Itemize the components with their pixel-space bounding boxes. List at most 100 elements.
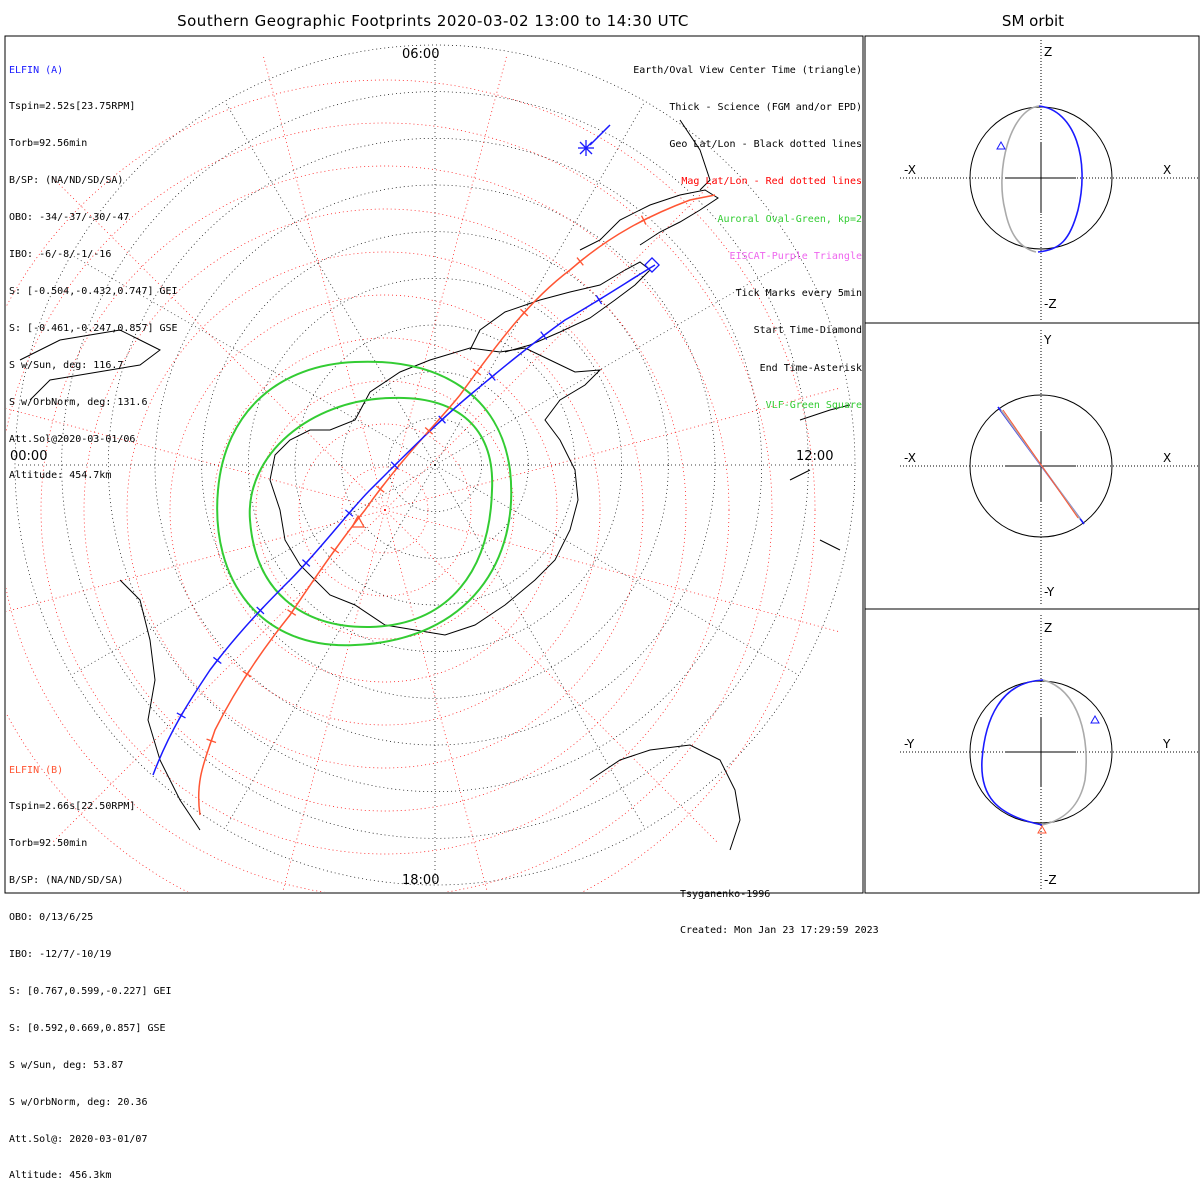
geo-grid: [14, 44, 856, 886]
track-tick: [487, 372, 497, 381]
mlt-label-right: 12:00: [796, 449, 833, 464]
page-title: Southern Geographic Footprints 2020-03-0…: [177, 12, 689, 30]
mag-lat-circle: [40, 165, 730, 855]
elfin-b-line: S: [0.767,0.599,-0.227] GEI: [9, 985, 172, 997]
legend-item: VLF-Green Square: [765, 399, 862, 411]
markers: [350, 140, 660, 528]
sm2-right-label: X: [1163, 451, 1171, 465]
south-america-coast: [579, 189, 719, 251]
geo-lon-line: [224, 464, 436, 829]
elfin-a-line: S: [-0.461,-0.247,0.857] GSE: [9, 322, 178, 334]
elfin-b-line: S: [0.592,0.669,0.857] GSE: [9, 1022, 166, 1034]
geo-lat-circle: [387, 417, 483, 513]
geo-lat-circle: [201, 231, 669, 699]
legend-item: Auroral Oval-Green, kp=2: [717, 213, 863, 225]
legend-item: End Time-Asterisk: [759, 362, 862, 374]
mag-lon-line: [384, 509, 488, 892]
footprint-tracks: [152, 124, 716, 816]
legend-item: Geo Lat/Lon - Black dotted lines: [669, 139, 862, 151]
credits: Tsyganenko-1996 Created: Mon Jan 23 17:2…: [680, 865, 879, 949]
elfin-a-track: [152, 264, 656, 776]
elfin-a-line: Tspin=2.52s[23.75RPM]: [9, 101, 136, 113]
mag-lat-circle: [6, 122, 773, 892]
track-tick: [425, 426, 433, 436]
auroral-oval-outer: [216, 360, 513, 647]
track-tick: [638, 217, 649, 223]
track-tick: [288, 608, 295, 618]
mag-lat-circle: [255, 380, 515, 640]
legend-item: Earth/Oval View Center Time (triangle): [633, 64, 862, 76]
track-tick: [594, 296, 604, 303]
elfin-a-track-end: [589, 124, 611, 146]
elfin-b-title: ELFIN (B): [9, 764, 64, 776]
track-tick: [473, 367, 481, 377]
mag-lon-line: [6, 509, 386, 612]
track-tick: [520, 308, 528, 317]
mag-lat-circle: [298, 423, 472, 597]
sm-panel-3: [900, 615, 1199, 890]
created-timestamp: Created: Mon Jan 23 17:29:59 2023: [680, 925, 879, 936]
mag-lon-line: [282, 509, 386, 892]
track-tick: [243, 669, 251, 679]
elfin-b-line: Torb=92.50min: [9, 838, 88, 850]
track-tick: [345, 508, 353, 518]
model-label: Tsyganenko-1996: [680, 889, 771, 900]
elfin-a-end-asterisk: [578, 140, 594, 156]
elfin-a-line: S: [-0.504,-0.432,0.747] GEI: [9, 285, 178, 297]
elfin-a-ticks: [176, 295, 604, 721]
sm-panel-1: [900, 40, 1199, 320]
auroral-oval-inner: [248, 396, 494, 629]
sm-panel-1-markers: [996, 140, 1006, 150]
africa-coast: [19, 329, 161, 401]
mlt-label-top: 06:00: [402, 47, 439, 62]
mlt-label-bottom: 18:00: [402, 873, 439, 888]
mag-lat-circle: [126, 251, 644, 769]
legend: Earth/Oval View Center Time (triangle) T…: [633, 40, 862, 425]
elfin-b-line: S w/Sun, deg: 53.87: [9, 1059, 124, 1071]
geo-lat-circle: [14, 44, 856, 886]
track-tick: [376, 484, 384, 494]
geo-lat-circle: [61, 91, 809, 839]
africa-tip: [679, 119, 711, 191]
sm3-bottom-label: -Z: [1044, 873, 1057, 887]
elfin-a-title: ELFIN (A): [9, 64, 64, 76]
sm3-right-label: Y: [1162, 737, 1171, 751]
track-tick: [575, 257, 585, 266]
elfin-b-ticks: [206, 215, 649, 746]
track-tick: [390, 461, 399, 470]
elfin-b-line: Att.Sol@: 2020-03-01/07: [9, 1133, 148, 1145]
track-tick: [331, 545, 339, 555]
sm-panel-2: [900, 330, 1199, 605]
mlt-label-left: 00:00: [10, 449, 47, 464]
legend-item: Thick - Science (FGM and/or EPD): [669, 102, 862, 114]
elfin-b-line: Tspin=2.66s[22.50RPM]: [9, 801, 136, 813]
mag-lon-line: [384, 509, 718, 843]
geo-lat-circle: [107, 137, 763, 793]
sm1-right-label: X: [1163, 163, 1171, 177]
antarctica-coast: [269, 347, 602, 636]
elfin-b-line: Altitude: 456.3km: [9, 1170, 112, 1182]
elfin-b-line: OBO: 0/13/6/25: [9, 912, 94, 924]
sm1-bottom-label: -Z: [1044, 297, 1057, 311]
sm2-top-label: Y: [1043, 333, 1052, 347]
geo-lon-line: [434, 464, 646, 829]
indian-islands: [789, 404, 851, 551]
sm-orbit-title: SM orbit: [1001, 12, 1065, 30]
sm3-top-label: Z: [1044, 621, 1052, 635]
sm3-left-label: -Y: [904, 737, 915, 751]
mag-grid: [6, 55, 840, 892]
elfin-a-info: ELFIN (A) Tspin=2.52s[23.75RPM] Torb=92.…: [9, 40, 178, 495]
mag-lon-line: [384, 55, 507, 511]
sm2-left-label: -X: [904, 451, 916, 465]
mag-lat-circle: [169, 294, 601, 726]
elfin-a-start-diamond: [644, 257, 660, 273]
legend-item: Start Time-Diamond: [753, 325, 862, 337]
sm1-top-label: Z: [1044, 45, 1052, 59]
sm-frame: [864, 35, 1200, 894]
track-tick: [209, 735, 214, 746]
elfin-b-info: ELFIN (B) Tspin=2.66s[22.50RPM] Torb=92.…: [9, 740, 172, 1195]
coastlines: [19, 119, 851, 851]
mlt-labels: 06:00 00:00 12:00 18:00: [10, 47, 833, 888]
mag-lat-circle: [212, 337, 558, 683]
track-tick: [213, 656, 221, 665]
